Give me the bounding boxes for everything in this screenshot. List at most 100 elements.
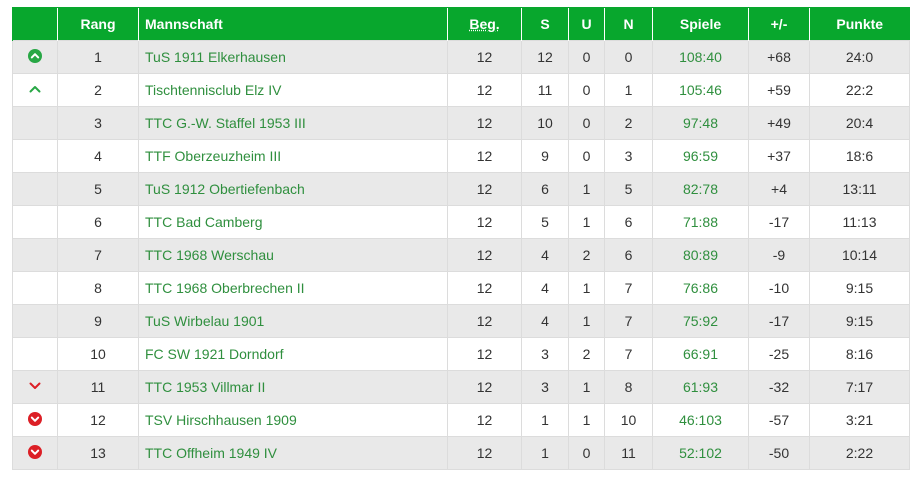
cell-diff: -9	[748, 238, 810, 272]
table-row: 13 TTC Offheim 1949 IV 12 1 0 11 52:102 -50 2:22	[12, 436, 910, 470]
cell-rank: 5	[57, 172, 139, 206]
cell-points: 11:13	[809, 205, 910, 239]
cell-rank: 8	[57, 271, 139, 305]
cell-points: 2:22	[809, 436, 910, 470]
cell-played: 12	[447, 370, 522, 404]
cell-team-link[interactable]: TTC 1968 Werschau	[138, 238, 448, 272]
cell-team-link[interactable]: Tischtennisclub Elz IV	[138, 73, 448, 107]
cell-diff: -50	[748, 436, 810, 470]
cell-played: 12	[447, 40, 522, 74]
cell-draw: 1	[568, 304, 605, 338]
header-won: S	[521, 7, 569, 41]
cell-trend	[12, 436, 58, 470]
cell-games: 105:46	[652, 73, 749, 107]
cell-rank: 6	[57, 205, 139, 239]
cell-draw: 1	[568, 271, 605, 305]
cell-trend	[12, 304, 58, 338]
cell-lost: 7	[604, 271, 653, 305]
header-lost: N	[604, 7, 653, 41]
cell-rank: 12	[57, 403, 139, 437]
cell-won: 5	[521, 205, 569, 239]
cell-won: 1	[521, 436, 569, 470]
cell-points: 8:16	[809, 337, 910, 371]
cell-draw: 0	[568, 436, 605, 470]
table-row: 3 TTC G.-W. Staffel 1953 III 12 10 0 2 97:48 +4…	[12, 106, 910, 140]
cell-played: 12	[447, 73, 522, 107]
table-body: 1 TuS 1911 Elkerhausen 12 12 0 0 108:40 +68 24:0…	[12, 40, 910, 470]
cell-team-link[interactable]: TTC 1968 Oberbrechen II	[138, 271, 448, 305]
cell-won: 3	[521, 337, 569, 371]
cell-won: 4	[521, 304, 569, 338]
cell-lost: 0	[604, 40, 653, 74]
cell-diff: +59	[748, 73, 810, 107]
cell-rank: 4	[57, 139, 139, 173]
cell-rank: 7	[57, 238, 139, 272]
cell-rank: 13	[57, 436, 139, 470]
cell-diff: -10	[748, 271, 810, 305]
cell-team-link[interactable]: TTC Offheim 1949 IV	[138, 436, 448, 470]
header-games: Spiele	[652, 7, 749, 41]
table-row: 7 TTC 1968 Werschau 12 4 2 6 80:89 -9 10:14	[12, 238, 910, 272]
header-diff: +/-	[748, 7, 810, 41]
cell-draw: 1	[568, 370, 605, 404]
cell-team-link[interactable]: TuS 1911 Elkerhausen	[138, 40, 448, 74]
down-circle-icon	[28, 444, 42, 462]
cell-trend	[12, 337, 58, 371]
cell-played: 12	[447, 436, 522, 470]
cell-team-link[interactable]: TTF Oberzeuzheim III	[138, 139, 448, 173]
cell-team-link[interactable]: FC SW 1921 Dorndorf	[138, 337, 448, 371]
cell-diff: -17	[748, 304, 810, 338]
cell-trend	[12, 106, 58, 140]
cell-played: 12	[447, 172, 522, 206]
cell-points: 22:2	[809, 73, 910, 107]
cell-played: 12	[447, 238, 522, 272]
table-header-row: Rang Mannschaft Beg. S U N Spiele +/- Pu…	[12, 7, 910, 41]
cell-rank: 2	[57, 73, 139, 107]
table-row: 11 TTC 1953 Villmar II 12 3 1 8 61:93 -32 7:17	[12, 370, 910, 404]
cell-team-link[interactable]: TTC 1953 Villmar II	[138, 370, 448, 404]
cell-games: 97:48	[652, 106, 749, 140]
cell-draw: 0	[568, 139, 605, 173]
table-row: 1 TuS 1911 Elkerhausen 12 12 0 0 108:40 +68 24:0	[12, 40, 910, 74]
cell-points: 9:15	[809, 304, 910, 338]
header-trend	[12, 7, 58, 41]
cell-games: 46:103	[652, 403, 749, 437]
cell-draw: 0	[568, 106, 605, 140]
cell-rank: 11	[57, 370, 139, 404]
table-row: 4 TTF Oberzeuzheim III 12 9 0 3 96:59 +37 18:6	[12, 139, 910, 173]
cell-points: 3:21	[809, 403, 910, 437]
header-draw: U	[568, 7, 605, 41]
cell-lost: 7	[604, 337, 653, 371]
cell-lost: 6	[604, 205, 653, 239]
cell-team-link[interactable]: TTC Bad Camberg	[138, 205, 448, 239]
cell-points: 7:17	[809, 370, 910, 404]
cell-team-link[interactable]: TuS Wirbelau 1901	[138, 304, 448, 338]
cell-team-link[interactable]: TSV Hirschhausen 1909	[138, 403, 448, 437]
cell-draw: 1	[568, 403, 605, 437]
cell-played: 12	[447, 139, 522, 173]
cell-lost: 10	[604, 403, 653, 437]
cell-trend	[12, 370, 58, 404]
cell-lost: 11	[604, 436, 653, 470]
cell-lost: 1	[604, 73, 653, 107]
cell-trend	[12, 238, 58, 272]
header-team: Mannschaft	[138, 7, 448, 41]
cell-won: 6	[521, 172, 569, 206]
cell-points: 13:11	[809, 172, 910, 206]
cell-games: 61:93	[652, 370, 749, 404]
cell-games: 71:88	[652, 205, 749, 239]
cell-games: 66:91	[652, 337, 749, 371]
cell-draw: 2	[568, 337, 605, 371]
cell-lost: 6	[604, 238, 653, 272]
cell-diff: -57	[748, 403, 810, 437]
up-circle-icon	[28, 48, 42, 66]
cell-team-link[interactable]: TuS 1912 Obertiefenbach	[138, 172, 448, 206]
cell-team-link[interactable]: TTC G.-W. Staffel 1953 III	[138, 106, 448, 140]
cell-lost: 2	[604, 106, 653, 140]
cell-games: 82:78	[652, 172, 749, 206]
cell-rank: 10	[57, 337, 139, 371]
cell-won: 4	[521, 238, 569, 272]
cell-diff: +68	[748, 40, 810, 74]
cell-draw: 2	[568, 238, 605, 272]
table-row: 5 TuS 1912 Obertiefenbach 12 6 1 5 82:78 +4 13:1…	[12, 172, 910, 206]
